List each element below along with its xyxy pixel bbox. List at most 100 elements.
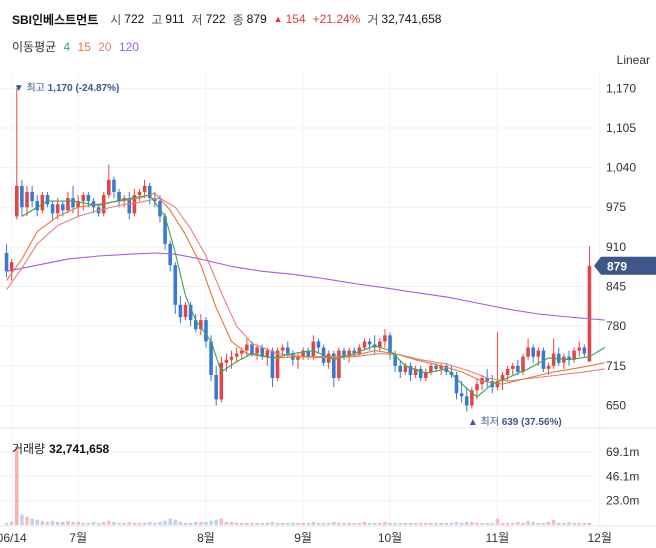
candle-body	[14, 185, 19, 217]
volume-bar	[275, 522, 280, 525]
candles	[4, 88, 592, 412]
candle-body	[147, 185, 152, 199]
volume-bar	[510, 522, 515, 525]
volume-bar	[342, 522, 346, 525]
volume-bar	[153, 522, 157, 525]
volume-bar	[76, 521, 80, 525]
candle-body	[107, 179, 111, 196]
volume-bar	[178, 521, 183, 525]
stock-name: SBI인베스트먼트	[12, 12, 99, 27]
volume-bar	[403, 522, 408, 525]
volume-bar	[562, 522, 566, 525]
volume-bar	[122, 522, 126, 525]
ma-legend-label: 이동평균	[12, 40, 57, 54]
volume-bar	[173, 519, 178, 525]
candle-body	[229, 356, 234, 360]
volume-bar	[219, 518, 224, 525]
volume-bar	[475, 522, 479, 525]
candle-body	[572, 350, 576, 360]
open-label: 시	[110, 12, 122, 27]
y-tick-label: 1,105	[606, 121, 636, 135]
volume-bar	[71, 521, 75, 525]
volume-bar	[398, 522, 403, 525]
volume-bar	[551, 519, 556, 525]
volume-bar	[587, 522, 592, 525]
candle-body	[71, 198, 75, 208]
candle-body	[137, 191, 142, 196]
volume-bar	[291, 522, 295, 525]
current-price-label: 879	[607, 259, 627, 273]
volume-bar	[485, 522, 489, 525]
close-label: 종	[232, 12, 244, 27]
low-label: 저	[191, 12, 203, 27]
candle-body	[245, 344, 249, 351]
volume-tick-label: 69.1m	[606, 445, 639, 459]
volume-bar	[332, 521, 336, 525]
candle-body	[424, 371, 428, 379]
volume-bar	[50, 520, 55, 525]
ma-legend-4[interactable]: 4	[63, 40, 71, 54]
volume-bar	[352, 522, 357, 525]
candle-body	[388, 335, 392, 354]
volume-bar	[408, 522, 413, 525]
candle-body	[117, 191, 121, 202]
volume-bar	[96, 522, 101, 525]
candle-body	[556, 353, 561, 363]
candle-body	[577, 347, 582, 351]
volume-bar	[163, 520, 167, 525]
candle-body	[383, 335, 387, 342]
volume-bar	[434, 522, 438, 525]
volume-bar	[357, 522, 362, 525]
change-value: 154	[285, 12, 306, 26]
candle-body	[347, 350, 351, 357]
volume-bar	[40, 520, 45, 525]
volume-bar	[45, 521, 50, 525]
high-value: 911	[165, 12, 185, 26]
volume-tick-label: 23.0m	[606, 494, 639, 508]
volume-bar	[480, 522, 484, 525]
open-value: 722	[124, 12, 145, 26]
volume-bar	[459, 522, 464, 525]
scale-mode-toggle[interactable]: Linear	[616, 53, 650, 67]
volume-bar	[337, 522, 341, 525]
candle-body	[280, 347, 285, 351]
candle-body	[224, 359, 229, 363]
volume-bar	[214, 519, 218, 525]
axis-labels: 1,170 1,105 1,040 975 910 845 780 715 650 06/14 7월…	[0, 81, 639, 545]
candle-body	[168, 243, 172, 266]
candle-body	[418, 368, 423, 379]
volume-bars	[4, 446, 592, 525]
volume-bar	[183, 522, 188, 525]
candle-body	[285, 347, 290, 354]
volume-bar	[567, 521, 571, 525]
ma-legend-20[interactable]: 20	[98, 40, 112, 54]
candle-body	[541, 350, 546, 369]
ma-legend-120[interactable]: 120	[118, 40, 139, 54]
volume-panel-label: 거래량	[12, 442, 46, 456]
volume-bar	[454, 521, 459, 525]
volume-bar	[439, 522, 443, 525]
candle-body	[306, 350, 311, 357]
y-tick-label: 715	[606, 359, 626, 373]
volume-bar	[521, 522, 525, 525]
volume-bar	[255, 522, 259, 525]
candle-body	[311, 341, 316, 357]
change-percent: +21.24%	[312, 12, 361, 26]
candle-body	[551, 353, 556, 366]
volume-bar	[505, 522, 510, 525]
ma-legend: 이동평균 4 15 20 120	[12, 38, 143, 55]
candle-body	[173, 265, 178, 305]
volume-bar	[147, 521, 152, 525]
candle-body	[393, 353, 397, 366]
volume-bar	[577, 522, 582, 525]
candle-body	[250, 344, 254, 354]
candle-body	[214, 374, 218, 400]
candle-body	[531, 347, 535, 357]
x-tick-label: 12월	[587, 531, 611, 545]
volume-bar	[270, 521, 275, 525]
stock-header: SBI인베스트먼트 시 722 고 911 저 722 종 879 ▲ 154 …	[12, 10, 448, 28]
ma-legend-15[interactable]: 15	[77, 40, 91, 54]
volume-bar	[14, 446, 19, 525]
candle-body	[587, 265, 592, 362]
